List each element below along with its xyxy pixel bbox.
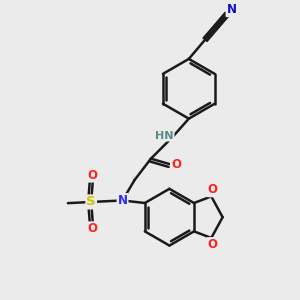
Text: O: O	[208, 183, 218, 196]
Text: HN: HN	[155, 131, 174, 141]
Text: N: N	[226, 3, 236, 16]
Text: O: O	[208, 238, 218, 251]
Text: O: O	[88, 169, 98, 182]
Text: O: O	[88, 222, 98, 235]
Text: N: N	[118, 194, 128, 207]
Text: S: S	[86, 196, 96, 208]
Text: O: O	[171, 158, 181, 171]
